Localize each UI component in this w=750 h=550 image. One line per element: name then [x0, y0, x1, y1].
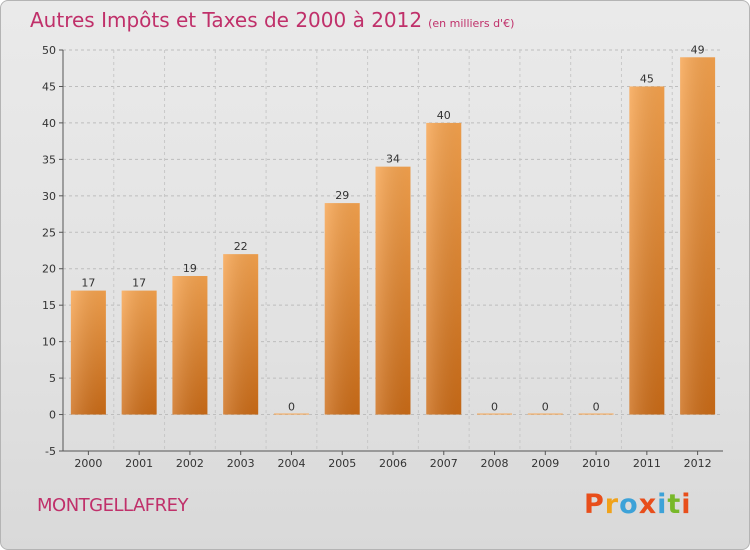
y-tick-label: -5 [45, 445, 56, 458]
x-tick-label: 2008 [481, 457, 509, 470]
data-labels: 17 17 19 22 0 29 34 40 0 0 0 45 49 [81, 43, 704, 413]
x-tick-label: 2010 [582, 457, 610, 470]
bar [273, 413, 309, 415]
y-tick-label: 40 [42, 117, 56, 130]
x-tick-label: 2000 [74, 457, 102, 470]
y-tick-label: 10 [42, 336, 56, 349]
logo-letter: i [681, 489, 692, 520]
logo-letter: t [667, 489, 682, 520]
x-tick-label: 2009 [531, 457, 559, 470]
data-label: 45 [640, 72, 654, 85]
data-label: 19 [183, 262, 197, 275]
logo-letter: i [657, 489, 668, 520]
logo-letter: o [619, 489, 639, 520]
unit-label: (en milliers d'€) [428, 17, 515, 30]
chart-title-text: Autres Impôts et Taxes de 2000 à 2012 [30, 8, 423, 32]
chart-title: Autres Impôts et Taxes de 2000 à 2012 (en… [30, 8, 514, 32]
data-label: 17 [132, 277, 146, 290]
data-label: 22 [234, 240, 248, 253]
y-tick-label: 20 [42, 263, 56, 276]
y-tick-label: 25 [42, 226, 56, 239]
y-tick-label: 15 [42, 299, 56, 312]
axes: -5 0 5 10 15 20 25 30 35 40 45 50 2000 2001 2002 2003 20… [42, 44, 723, 470]
x-tick-label: 2002 [176, 457, 204, 470]
x-tick-label: 2006 [379, 457, 407, 470]
proxiti-logo: Proxiti [584, 489, 692, 520]
commune-name: MONTGELLAFREY [37, 495, 189, 516]
y-tick-label: 5 [49, 372, 56, 385]
y-tick-label: 0 [49, 409, 56, 422]
data-label: 29 [335, 189, 349, 202]
x-tick-label: 2007 [430, 457, 458, 470]
x-tick-label: 2003 [227, 457, 255, 470]
data-label: 34 [386, 153, 400, 166]
y-tick-label: 45 [42, 80, 56, 93]
bar [527, 413, 563, 415]
data-label: 0 [593, 401, 600, 414]
logo-letter: P [584, 489, 605, 520]
data-label: 17 [81, 277, 95, 290]
bar [578, 413, 614, 415]
logo-letter: r [604, 489, 620, 520]
bar-shading [375, 166, 411, 415]
x-tick-label: 2005 [328, 457, 356, 470]
data-label: 0 [491, 401, 498, 414]
data-label: 40 [437, 109, 451, 122]
bar-shading [172, 276, 208, 415]
x-tick-label: 2011 [633, 457, 661, 470]
data-label: 0 [542, 401, 549, 414]
y-tick-label: 30 [42, 190, 56, 203]
y-tick-label: 35 [42, 153, 56, 166]
x-tick-label: 2012 [684, 457, 712, 470]
bar-shading [629, 86, 665, 415]
logo-letter: x [638, 489, 658, 520]
bar-shading [324, 203, 360, 415]
data-label: 0 [288, 401, 295, 414]
x-tick-label: 2001 [125, 457, 153, 470]
bar-shading [70, 290, 106, 415]
y-tick-label: 50 [42, 44, 56, 57]
x-tick-label: 2004 [277, 457, 305, 470]
bars [70, 57, 716, 415]
data-label: 49 [691, 43, 705, 56]
bar [477, 413, 513, 415]
bar-shading [223, 254, 259, 415]
bar-shading [121, 290, 157, 415]
bar-shading [680, 57, 716, 415]
bar-shading [426, 122, 462, 415]
